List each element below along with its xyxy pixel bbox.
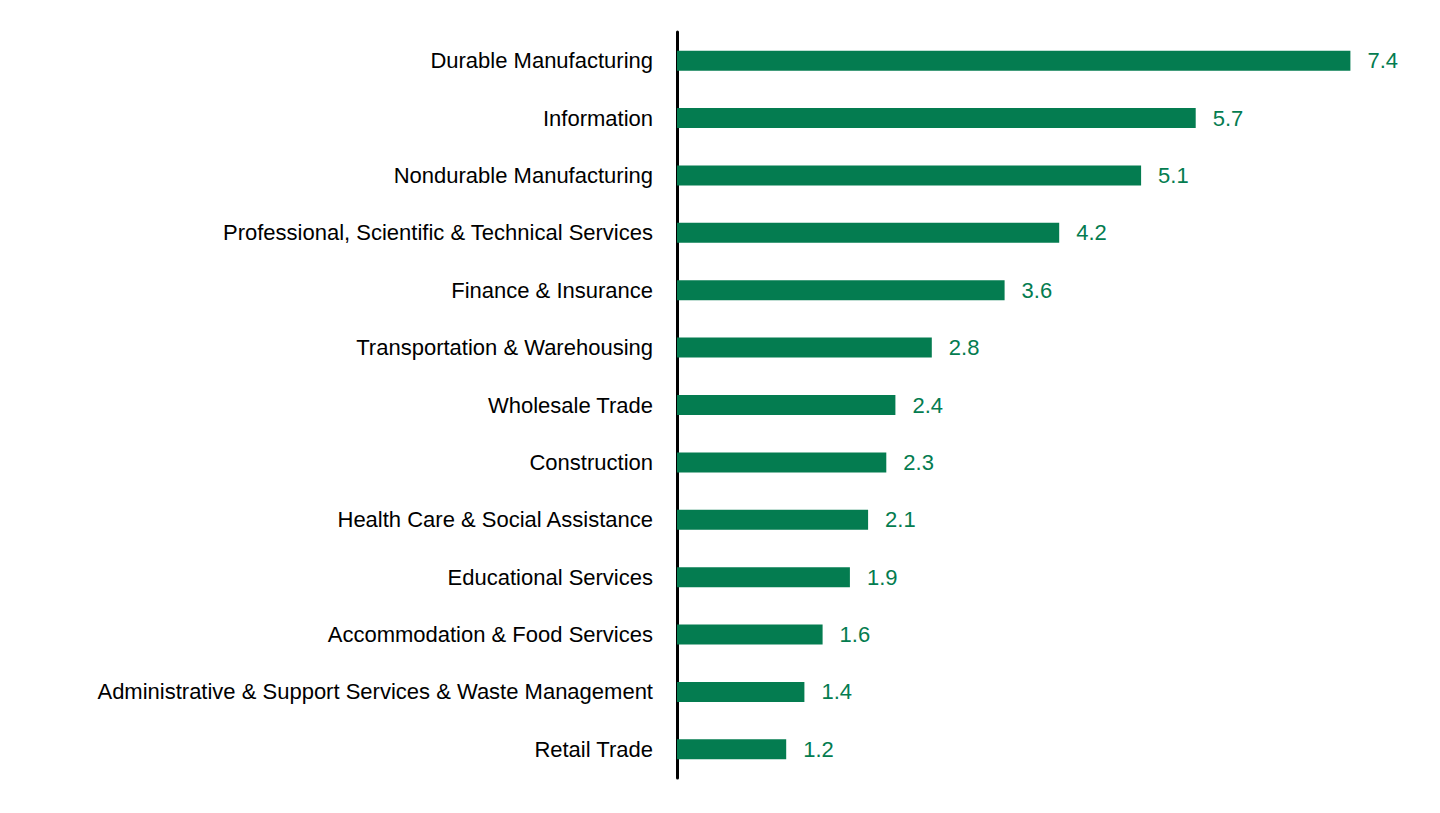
- svg-text:Administrative & Support Servi: Administrative & Support Services & Wast…: [97, 679, 653, 704]
- svg-text:Wholesale Trade: Wholesale Trade: [488, 393, 653, 418]
- svg-text:1.6: 1.6: [840, 622, 871, 647]
- svg-text:2.3: 2.3: [903, 450, 934, 475]
- svg-text:Retail Trade: Retail Trade: [534, 737, 653, 762]
- svg-text:Professional, Scientific & Tec: Professional, Scientific & Technical Ser…: [223, 220, 653, 245]
- svg-text:5.1: 5.1: [1158, 163, 1189, 188]
- svg-text:2.4: 2.4: [912, 393, 943, 418]
- svg-text:Health Care & Social Assistanc: Health Care & Social Assistance: [338, 507, 654, 532]
- svg-text:Accommodation & Food Services: Accommodation & Food Services: [328, 622, 653, 647]
- svg-text:2.8: 2.8: [949, 335, 980, 360]
- svg-text:1.4: 1.4: [821, 679, 852, 704]
- svg-text:1.9: 1.9: [867, 565, 898, 590]
- svg-text:Durable Manufacturing: Durable Manufacturing: [430, 48, 653, 73]
- svg-text:4.2: 4.2: [1076, 220, 1107, 245]
- svg-text:Educational Services: Educational Services: [448, 565, 653, 590]
- svg-text:Construction: Construction: [529, 450, 653, 475]
- svg-text:7.4: 7.4: [1367, 48, 1398, 73]
- svg-text:2.1: 2.1: [885, 507, 916, 532]
- svg-text:Nondurable Manufacturing: Nondurable Manufacturing: [394, 163, 653, 188]
- svg-text:Information: Information: [543, 106, 653, 131]
- svg-text:Finance & Insurance: Finance & Insurance: [451, 278, 653, 303]
- svg-text:1.2: 1.2: [803, 737, 834, 762]
- svg-text:5.7: 5.7: [1213, 106, 1244, 131]
- svg-text:Transportation & Warehousing: Transportation & Warehousing: [356, 335, 653, 360]
- svg-text:3.6: 3.6: [1022, 278, 1053, 303]
